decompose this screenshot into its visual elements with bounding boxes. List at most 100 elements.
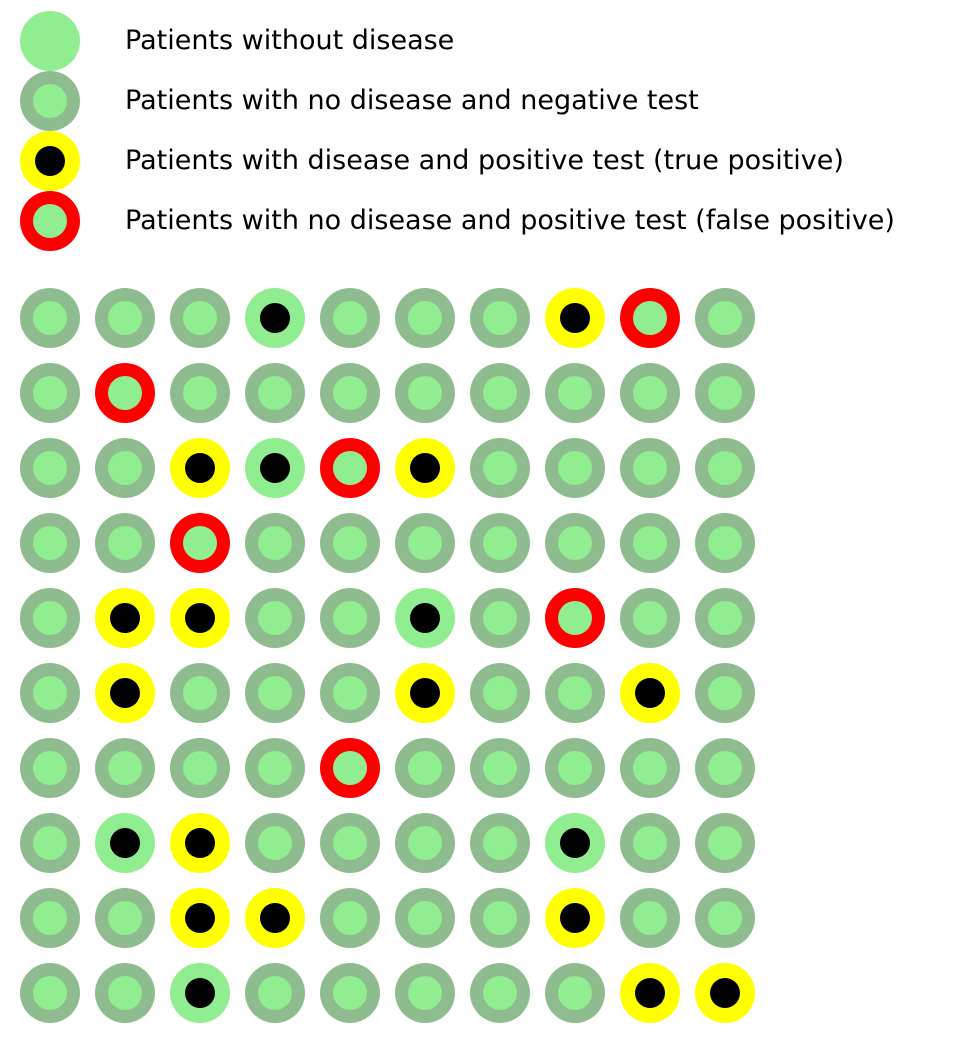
patient-core <box>408 826 442 860</box>
patient-core <box>260 303 290 333</box>
patient-true-negative <box>695 438 755 498</box>
patient-true-negative <box>95 738 155 798</box>
patient-true-negative <box>470 813 530 873</box>
patient-true-negative <box>470 738 530 798</box>
patient-true-negative <box>20 813 80 873</box>
patient-core <box>483 601 517 635</box>
legend-label: Patients with disease and positive test … <box>125 145 844 176</box>
patient-core <box>333 301 367 335</box>
patient-true-negative <box>95 888 155 948</box>
patient-true-negative <box>95 513 155 573</box>
patient-core <box>708 676 742 710</box>
patient-core <box>708 826 742 860</box>
patient-true-negative <box>620 888 680 948</box>
patient-true-negative <box>620 363 680 423</box>
patient-core <box>108 976 142 1010</box>
patient-true-negative <box>395 813 455 873</box>
patient-core <box>558 676 592 710</box>
patient-true-positive <box>545 288 605 348</box>
patient-core <box>33 376 67 410</box>
patient-core <box>33 676 67 710</box>
patient-true-positive <box>170 888 230 948</box>
patient-core <box>333 676 367 710</box>
patient-core <box>483 976 517 1010</box>
patient-disease-negative-test <box>245 288 305 348</box>
patient-true-negative <box>245 963 305 1023</box>
patient-true-negative <box>545 663 605 723</box>
patient-true-negative <box>695 288 755 348</box>
patient-true-negative <box>395 363 455 423</box>
legend-label: Patients with no disease and positive te… <box>125 205 895 236</box>
patient-true-positive <box>395 663 455 723</box>
patient-true-negative <box>245 738 305 798</box>
patient-core <box>633 601 667 635</box>
patient-true-negative <box>545 363 605 423</box>
patient-core <box>258 826 292 860</box>
patient-core <box>33 901 67 935</box>
patient-true-negative <box>170 288 230 348</box>
patient-core <box>333 751 367 785</box>
patient-true-positive <box>95 663 155 723</box>
patient-core <box>258 676 292 710</box>
patient-true-negative <box>395 513 455 573</box>
patient-core <box>333 526 367 560</box>
patient-true-negative <box>545 513 605 573</box>
patient-true-negative <box>695 663 755 723</box>
patient-true-negative <box>245 363 305 423</box>
patient-core <box>633 526 667 560</box>
marker-core <box>35 146 65 176</box>
patient-core <box>633 751 667 785</box>
patient-true-negative <box>20 588 80 648</box>
patient-true-negative <box>320 813 380 873</box>
true-negative-marker-icon <box>20 71 80 131</box>
patient-core <box>483 901 517 935</box>
patient-true-negative <box>320 963 380 1023</box>
patient-core <box>183 676 217 710</box>
patient-core <box>33 451 67 485</box>
patient-true-negative <box>395 963 455 1023</box>
patient-false-positive <box>170 513 230 573</box>
patient-core <box>708 451 742 485</box>
patient-core <box>408 976 442 1010</box>
patient-core <box>410 678 440 708</box>
patient-core <box>110 828 140 858</box>
patient-true-negative <box>620 738 680 798</box>
patient-core <box>708 376 742 410</box>
patient-true-negative <box>170 738 230 798</box>
patient-core <box>185 453 215 483</box>
patient-true-negative <box>245 588 305 648</box>
patient-true-negative <box>20 888 80 948</box>
patient-true-negative <box>395 888 455 948</box>
false-positive-marker-icon <box>20 191 80 251</box>
patient-core <box>108 376 142 410</box>
patient-true-negative <box>395 288 455 348</box>
patient-core <box>633 901 667 935</box>
patient-true-negative <box>620 813 680 873</box>
patient-true-negative <box>95 288 155 348</box>
patient-core <box>108 751 142 785</box>
patient-core <box>185 978 215 1008</box>
patient-true-negative <box>470 363 530 423</box>
patient-core <box>333 376 367 410</box>
patient-core <box>708 526 742 560</box>
patient-core <box>710 978 740 1008</box>
patient-core <box>483 676 517 710</box>
patient-core <box>183 376 217 410</box>
legend-item-true-positive: Patients with disease and positive test … <box>0 130 962 191</box>
patient-true-negative <box>545 963 605 1023</box>
patient-core <box>260 903 290 933</box>
patient-true-negative <box>20 288 80 348</box>
patient-core <box>558 376 592 410</box>
patient-core <box>633 451 667 485</box>
patient-core <box>33 601 67 635</box>
patient-true-positive <box>395 438 455 498</box>
patient-core <box>33 301 67 335</box>
patient-core <box>483 451 517 485</box>
patient-false-positive <box>620 288 680 348</box>
patient-disease-negative-test <box>170 963 230 1023</box>
patient-true-negative <box>320 513 380 573</box>
patient-core <box>408 751 442 785</box>
patient-true-negative <box>320 888 380 948</box>
patient-false-positive <box>320 738 380 798</box>
